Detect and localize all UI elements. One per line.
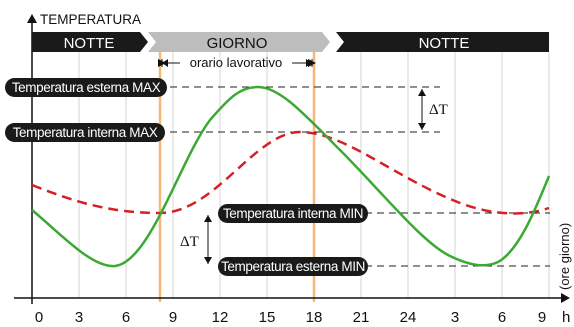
x-tick: 15 (259, 309, 276, 326)
internal-temperature-curve (31, 130, 550, 215)
x-axis-caption: (ore giorno) (557, 223, 572, 290)
day-label: GIORNO (207, 35, 268, 52)
delta-t-lower-label: ΔT (180, 234, 199, 250)
x-tick: 0 (35, 309, 43, 326)
delta-t-upper: ΔT (418, 89, 448, 130)
label-ext-min: Temperatura esterna MIN (218, 257, 368, 276)
reference-dashes (170, 86, 550, 267)
x-tick: 12 (212, 309, 229, 326)
day-band (148, 32, 330, 52)
x-axis-unit: h (562, 309, 570, 326)
label-ext-max: Temperatura esterna MAX (5, 78, 167, 97)
axes (14, 22, 562, 304)
delta-t-upper-label: ΔT (429, 102, 448, 118)
night-label-left: NOTTE (64, 35, 115, 52)
x-tick: 21 (353, 309, 370, 326)
night-band-right (336, 32, 549, 52)
label-int-min-text: Temperatura interna MIN (223, 206, 363, 221)
x-tick: 18 (306, 309, 323, 326)
label-int-max-text: Temperatura interna MAX (13, 125, 158, 140)
x-tick: 3 (75, 309, 83, 326)
x-axis-arrow (561, 293, 570, 303)
x-tick: 6 (122, 309, 130, 326)
work-hours-indicator: orario lavorativo (158, 55, 316, 70)
x-tick: 9 (538, 309, 546, 326)
work-hours-label: orario lavorativo (190, 55, 283, 70)
delta-t-lower: ΔT (180, 215, 212, 264)
label-ext-max-text: Temperatura esterna MAX (12, 80, 161, 95)
y-axis-arrow (27, 14, 37, 23)
night-label-right: NOTTE (419, 35, 470, 52)
x-tick: 9 (169, 309, 177, 326)
y-axis-label: TEMPERATURA (40, 12, 141, 27)
x-tick: 24 (400, 309, 417, 326)
label-ext-min-text: Temperatura esterna MIN (221, 259, 365, 274)
night-band-left (32, 32, 148, 52)
x-tick: 3 (451, 309, 459, 326)
label-int-min: Temperatura interna MIN (218, 204, 368, 223)
x-tick-labels: 0 3 6 9 12 15 18 21 24 3 6 9 (35, 309, 546, 326)
label-int-max: Temperatura interna MAX (5, 123, 165, 142)
x-tick: 6 (498, 309, 506, 326)
day-night-band: NOTTE GIORNO NOTTE (32, 32, 549, 52)
external-temperature-curve (31, 85, 551, 268)
